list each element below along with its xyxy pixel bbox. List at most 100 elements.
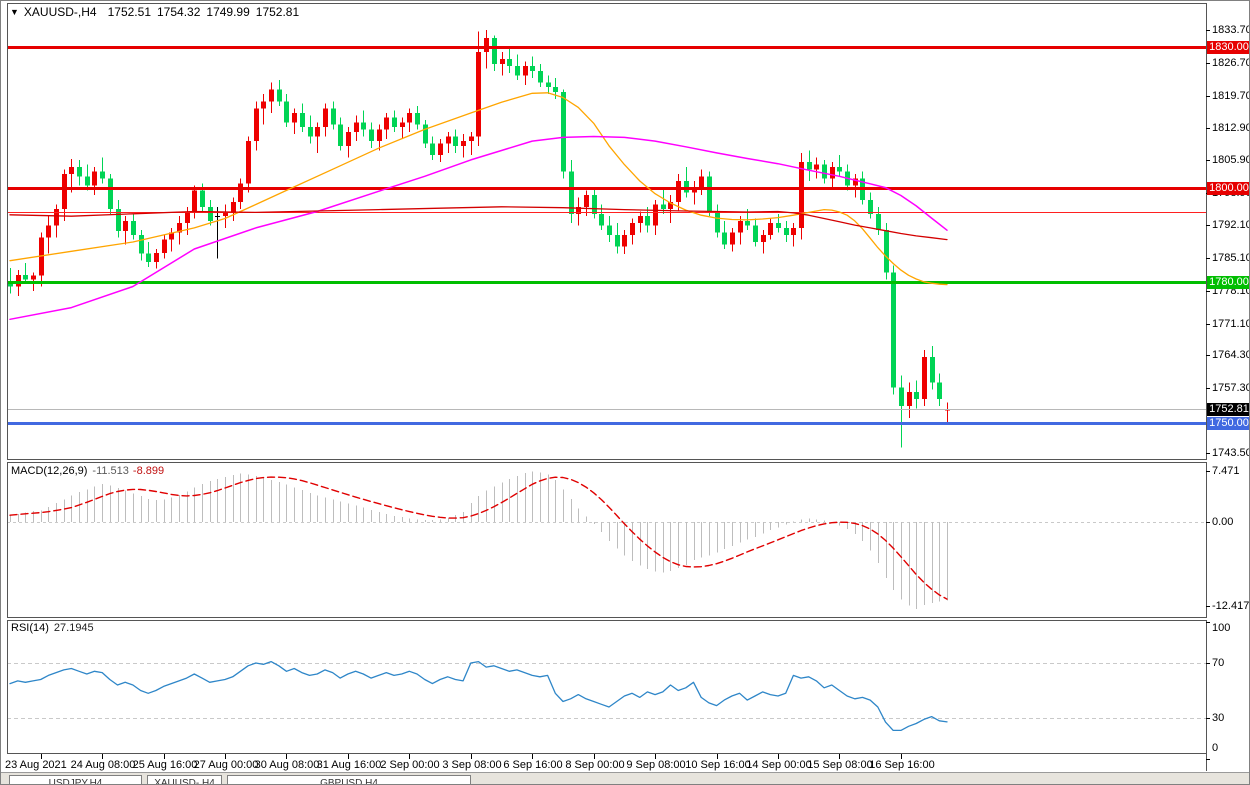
candle-body: [23, 274, 28, 280]
time-axis-label: 16 Sep 16:00: [869, 759, 935, 771]
candle-body: [446, 136, 451, 144]
candle-body: [945, 409, 950, 411]
candle-body: [461, 141, 466, 146]
candle-body: [891, 272, 896, 388]
price-axis-label: 1785.10: [1212, 252, 1250, 264]
candle-body: [515, 66, 520, 76]
ohlc-low-value: 1749.99: [206, 5, 250, 19]
candle-body: [392, 117, 397, 128]
candle-body: [768, 223, 773, 235]
candle-body: [653, 204, 658, 226]
candle-body: [699, 176, 704, 189]
candle-body: [354, 122, 359, 132]
time-axis-label: 30 Aug 08:00: [254, 759, 320, 771]
candle-body: [799, 162, 804, 228]
chart-tab-xauusd-h4[interactable]: XAUUSD-,H4: [147, 775, 222, 784]
candle-body: [807, 162, 812, 170]
candle-body: [730, 232, 735, 245]
time-axis[interactable]: 23 Aug 2021 24 Aug 08:00 25 Aug 16:00 27 Au…: [1, 754, 1249, 772]
candle-body: [108, 178, 113, 210]
candle-body: [46, 225, 51, 238]
candle-body: [292, 113, 297, 123]
candle-body: [523, 66, 528, 76]
macd-name: MACD(12,26,9): [11, 465, 88, 477]
macd-axis-label: 0.00: [1212, 516, 1234, 528]
price-axis-label: 1792.10: [1212, 219, 1250, 231]
candle-body: [208, 206, 213, 221]
time-axis-label: 9 Sep 08:00: [626, 759, 686, 771]
candle-body: [430, 143, 435, 156]
candle-body: [323, 108, 328, 128]
candle-body: [139, 234, 144, 254]
candle-body: [638, 216, 643, 224]
candle-body: [31, 275, 36, 280]
panel-border: [7, 462, 1207, 618]
candle-body: [622, 234, 627, 247]
candle-body: [169, 232, 174, 240]
candle-body: [415, 113, 420, 125]
candle-body: [338, 124, 343, 146]
macd-indicator-label: MACD(12,26,9) -11.513 -8.899: [11, 465, 164, 477]
candle-body: [538, 70, 543, 83]
macd-axis-label: -12.417: [1212, 600, 1250, 612]
macd-signal-line: [9, 476, 948, 600]
candle-body: [162, 239, 167, 253]
candle-body: [346, 131, 351, 146]
price-axis-label: 1757.30: [1212, 382, 1250, 394]
price-axis-label: 1764.30: [1212, 349, 1250, 361]
time-axis-label: 3 Sep 08:00: [442, 759, 502, 771]
ma-darkred: [9, 206, 948, 241]
candle-body: [476, 52, 481, 137]
time-axis-label: 8 Sep 00:00: [565, 759, 625, 771]
candle-body: [16, 274, 21, 287]
price-level-badge: 1780.00: [1207, 276, 1249, 289]
price-axis[interactable]: 1833.701826.701819.701812.901805.901798.…: [1207, 1, 1250, 772]
candle-body: [300, 113, 305, 128]
candle-body: [492, 37, 497, 64]
candle-body: [692, 188, 697, 193]
candle-body: [830, 166, 835, 179]
candle-body: [784, 227, 789, 235]
candle-body: [54, 209, 59, 226]
candle-body: [246, 141, 251, 184]
candle-body: [77, 166, 82, 177]
candle-body: [561, 91, 566, 172]
price-axis-label: 1833.70: [1212, 24, 1250, 36]
price-axis-label: 1771.10: [1212, 318, 1250, 330]
candle-body: [484, 37, 489, 53]
rsi-indicator-label: RSI(14) 27.1945: [11, 622, 94, 634]
candle-body: [500, 59, 505, 64]
candle-body: [745, 220, 750, 226]
candle-body: [8, 281, 13, 287]
candle-body: [315, 127, 320, 137]
candle-body: [407, 113, 412, 123]
candle-body: [62, 173, 67, 210]
macd-axis-label: 7.471: [1212, 465, 1240, 477]
ohlc-dropdown-icon[interactable]: ▼: [10, 7, 19, 17]
candle-body: [438, 143, 443, 156]
candle-body: [569, 171, 574, 214]
price-axis-label: 1826.70: [1212, 57, 1250, 69]
panel-border: [7, 3, 1207, 460]
chart-tab-usdjpy-h4[interactable]: USDJPY,H4: [9, 775, 142, 784]
time-axis-label: 15 Sep 08:00: [807, 759, 873, 771]
candle-body: [599, 213, 604, 226]
candle-body: [592, 195, 597, 214]
rsi-value: 27.1945: [53, 622, 94, 634]
rsi-axis-label: 0: [1212, 742, 1219, 754]
candle-body: [361, 122, 366, 130]
candle-body: [530, 66, 535, 71]
candle-body: [584, 195, 589, 207]
candle-body: [684, 181, 689, 193]
chart-tab-gbpusd-h4[interactable]: GBPUSD,H4: [227, 775, 471, 784]
candle-body: [154, 252, 159, 263]
candle-body: [238, 183, 243, 203]
candle-body: [868, 199, 873, 214]
candle-body: [223, 211, 228, 217]
candle-body: [269, 89, 274, 102]
rsi-axis-label: 100: [1212, 622, 1231, 634]
rsi-line: [9, 660, 948, 732]
time-axis-label: 25 Aug 16:00: [132, 759, 198, 771]
